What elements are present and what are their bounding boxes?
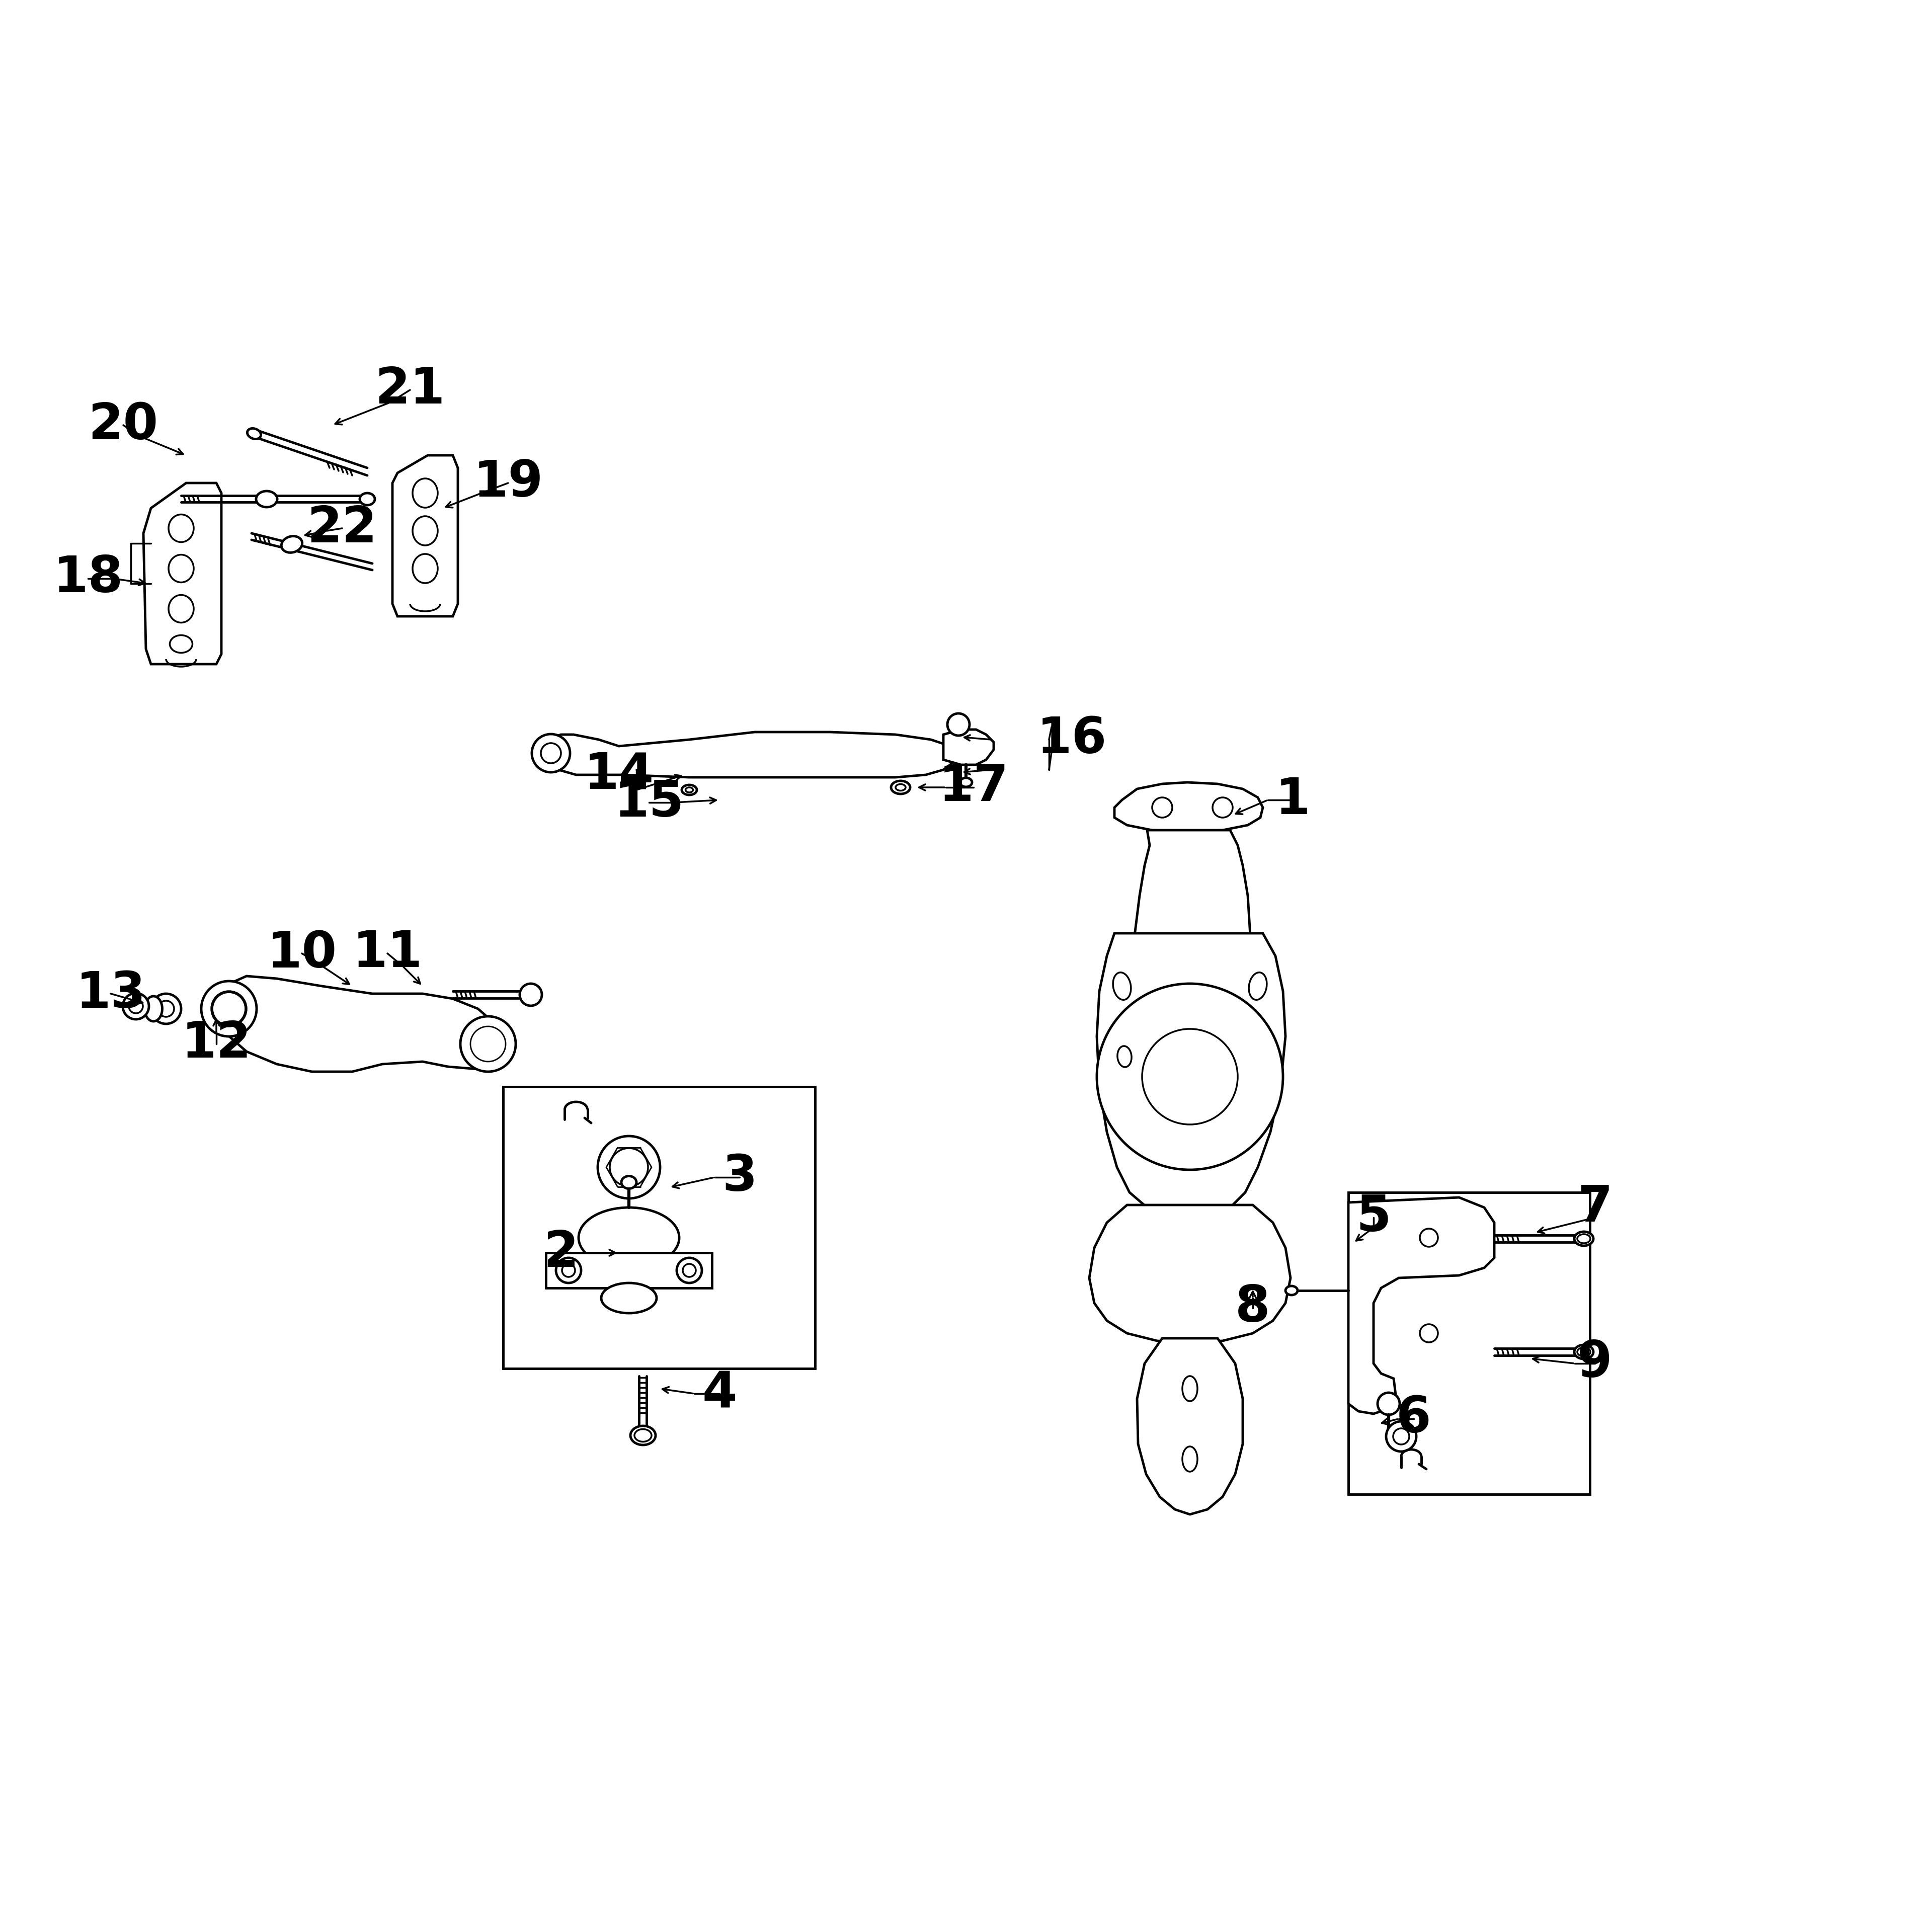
Circle shape [1393,1428,1408,1445]
Polygon shape [1134,831,1250,935]
Ellipse shape [960,779,972,786]
Ellipse shape [359,493,375,504]
Polygon shape [1349,1198,1493,1414]
Circle shape [1142,1030,1238,1124]
Text: 7: 7 [1577,1182,1613,1233]
Circle shape [611,1148,647,1186]
Circle shape [471,1028,504,1061]
Circle shape [947,713,970,736]
Ellipse shape [634,1430,651,1441]
Ellipse shape [1577,1235,1590,1242]
Text: 14: 14 [583,750,653,800]
Polygon shape [143,483,222,665]
Ellipse shape [1182,1447,1198,1472]
Text: 11: 11 [352,929,423,978]
Polygon shape [547,1252,711,1289]
Circle shape [158,1001,174,1016]
Ellipse shape [1117,1045,1132,1066]
Ellipse shape [213,993,245,1026]
Circle shape [682,1264,696,1277]
Text: 13: 13 [75,970,145,1018]
Ellipse shape [891,781,910,794]
Circle shape [1420,1229,1437,1246]
Ellipse shape [1575,1345,1594,1358]
Text: 8: 8 [1235,1283,1271,1333]
Ellipse shape [1248,972,1267,1001]
Polygon shape [547,732,952,777]
Text: 21: 21 [375,365,444,413]
Circle shape [1385,1422,1416,1451]
Circle shape [1097,983,1283,1169]
Polygon shape [1138,1339,1242,1515]
Ellipse shape [686,788,694,792]
Text: 20: 20 [89,400,158,450]
Ellipse shape [413,554,439,583]
Circle shape [520,983,541,1007]
Circle shape [562,1264,576,1277]
Ellipse shape [247,429,261,439]
Polygon shape [1090,1206,1291,1343]
Ellipse shape [145,997,162,1022]
Circle shape [1420,1323,1437,1343]
Text: 10: 10 [267,929,336,978]
Polygon shape [1097,933,1285,1221]
Circle shape [201,981,257,1036]
Ellipse shape [168,554,193,582]
Circle shape [124,993,149,1020]
Circle shape [541,744,560,763]
Ellipse shape [630,1426,655,1445]
Text: 19: 19 [473,458,543,508]
Text: 5: 5 [1356,1194,1391,1242]
Text: 22: 22 [307,504,377,553]
Polygon shape [392,456,458,616]
Circle shape [1378,1393,1399,1414]
Polygon shape [1115,782,1264,831]
Ellipse shape [168,514,193,543]
Ellipse shape [601,1283,657,1314]
Ellipse shape [168,595,193,622]
Ellipse shape [413,479,439,508]
Text: 3: 3 [723,1153,757,1202]
Text: 17: 17 [939,763,1009,811]
Circle shape [129,999,143,1012]
Circle shape [556,1258,582,1283]
Circle shape [211,991,247,1026]
Ellipse shape [1577,1347,1590,1356]
Ellipse shape [1285,1287,1298,1294]
Ellipse shape [413,516,439,545]
Text: 12: 12 [182,1020,251,1068]
Ellipse shape [469,1026,506,1061]
Ellipse shape [622,1177,636,1188]
Text: 2: 2 [543,1229,578,1277]
Ellipse shape [282,537,301,553]
Bar [502,1086,815,1368]
Circle shape [531,734,570,773]
Ellipse shape [257,491,276,506]
Ellipse shape [578,1208,680,1267]
Text: 6: 6 [1397,1395,1432,1443]
Ellipse shape [1113,972,1130,1001]
Polygon shape [218,976,508,1072]
Text: 15: 15 [614,779,684,827]
Ellipse shape [1575,1233,1594,1246]
Text: 1: 1 [1275,775,1310,825]
Polygon shape [943,730,993,765]
Circle shape [1151,798,1173,817]
Text: 4: 4 [701,1370,736,1418]
Circle shape [676,1258,701,1283]
Ellipse shape [896,784,906,790]
Circle shape [460,1016,516,1072]
Text: 9: 9 [1577,1339,1613,1387]
Circle shape [151,993,182,1024]
Circle shape [1213,798,1233,817]
Text: 18: 18 [52,554,124,603]
Circle shape [220,999,238,1018]
Ellipse shape [1182,1376,1198,1401]
Ellipse shape [170,636,193,653]
Text: 16: 16 [1037,715,1107,763]
Bar [1349,1192,1590,1493]
Circle shape [597,1136,661,1198]
Ellipse shape [682,784,697,794]
